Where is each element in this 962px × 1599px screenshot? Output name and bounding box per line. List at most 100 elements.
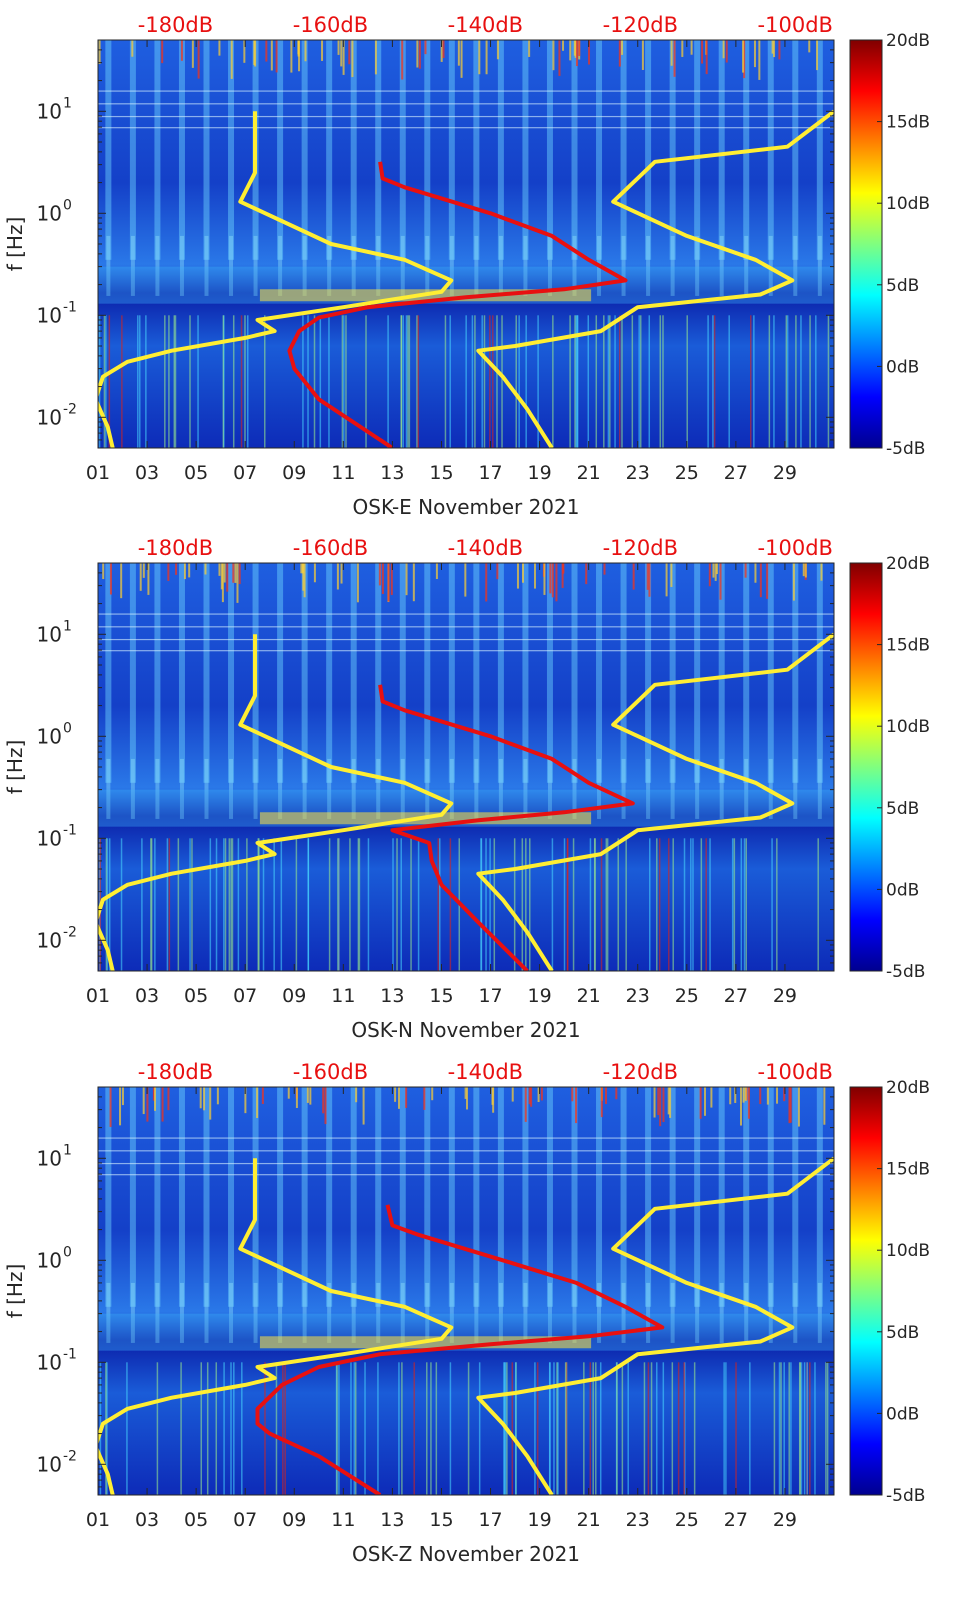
high-freq-speckle (254, 40, 257, 67)
x-tick-label: 27 (724, 985, 748, 1007)
noise-column (786, 315, 789, 448)
high-freq-speckle (555, 563, 558, 602)
noise-column (345, 315, 347, 448)
high-freq-speckle (540, 1087, 543, 1101)
high-freq-speckle (378, 563, 381, 586)
daily-streak-low (621, 1282, 626, 1343)
x-tick-label: 03 (135, 462, 159, 484)
daily-streak-low (474, 1282, 479, 1343)
daily-streak (448, 1087, 455, 1307)
daily-streak (399, 563, 406, 783)
noise-column (467, 1362, 470, 1495)
high-freq-speckle (699, 1087, 702, 1119)
daily-streak-low (130, 758, 135, 819)
noise-column (809, 315, 811, 448)
noise-column (743, 838, 746, 971)
daily-streak-low (768, 235, 773, 296)
noise-column (264, 315, 266, 448)
noise-column (650, 1362, 653, 1495)
x-tick-label: 23 (626, 985, 650, 1007)
daily-streak-low (155, 758, 160, 819)
noise-column (108, 315, 111, 448)
high-freq-speckle (739, 1087, 742, 1126)
high-freq-speckle (585, 563, 588, 585)
noise-column (800, 1362, 803, 1495)
top-axis-db-label: -100dB (758, 13, 833, 37)
noise-column (548, 1362, 551, 1495)
noise-column (753, 315, 755, 448)
noise-column (667, 838, 670, 971)
noise-column (177, 838, 180, 971)
y-tick-label-exponent: -1 (63, 822, 77, 838)
high-freq-speckle (423, 1087, 426, 1110)
noise-column (725, 1362, 727, 1495)
noise-column (780, 1362, 782, 1495)
noise-column (631, 315, 634, 448)
noise-column (493, 838, 496, 971)
noise-column (489, 838, 491, 971)
noise-column (605, 838, 608, 971)
high-freq-speckle (119, 1087, 122, 1126)
daily-streak-low (768, 758, 773, 819)
daily-streak (841, 563, 847, 783)
noise-column (396, 838, 398, 971)
high-freq-speckle (390, 563, 393, 595)
spectral-line (98, 127, 834, 129)
x-tick-label: 13 (380, 462, 404, 484)
noise-column (492, 315, 494, 448)
high-freq-speckle (161, 40, 164, 64)
noise-column (569, 315, 571, 448)
daily-streak-low (278, 235, 283, 296)
daily-streak (228, 40, 235, 260)
spectral-line (98, 1150, 834, 1152)
high-freq-speckle (405, 563, 408, 596)
series-line-1 (98, 634, 454, 971)
high-freq-speckle (670, 563, 673, 587)
high-freq-speckle (496, 563, 499, 580)
daily-streak-low (597, 1282, 602, 1343)
high-freq-speckle (653, 1087, 656, 1118)
high-freq-speckle (578, 40, 581, 56)
daily-streak (571, 40, 578, 260)
daily-streak-low (155, 1282, 160, 1343)
daily-streak-low (547, 235, 552, 296)
daily-streak-low (646, 758, 651, 819)
high-freq-speckle (516, 563, 519, 589)
daily-streak (350, 563, 357, 783)
noise-column (439, 838, 441, 971)
high-freq-speckle (161, 1087, 164, 1122)
noise-column (191, 838, 193, 971)
daily-streak-low (719, 235, 724, 296)
high-freq-speckle (394, 1087, 397, 1102)
high-freq-speckle (121, 1087, 124, 1106)
x-tick-label: 11 (331, 462, 355, 484)
noise-column (511, 1362, 514, 1495)
high-freq-speckle (714, 563, 717, 581)
daily-streak (448, 40, 455, 260)
x-tick-label: 09 (282, 462, 306, 484)
high-freq-speckle (401, 40, 404, 80)
noise-column (164, 315, 166, 448)
y-tick-label-exponent: -2 (63, 924, 77, 940)
x-tick-label: 19 (528, 985, 552, 1007)
x-tick-label: 01 (86, 985, 110, 1007)
noise-column (785, 315, 788, 448)
daily-streak (277, 563, 284, 783)
noise-column (273, 838, 275, 971)
x-tick-label: 07 (233, 985, 257, 1007)
high-freq-speckle (575, 40, 578, 67)
high-freq-speckle (337, 40, 340, 55)
x-tick-label: 25 (675, 985, 699, 1007)
noise-column (575, 315, 577, 448)
high-freq-speckle (431, 1087, 434, 1101)
high-freq-speckle (220, 563, 223, 590)
daily-streak (718, 1087, 725, 1307)
high-freq-speckle (562, 40, 565, 51)
noise-column (647, 1362, 650, 1495)
noise-column (223, 1362, 225, 1495)
x-tick-label: 07 (233, 462, 257, 484)
noise-column (485, 838, 487, 971)
daily-streak (424, 563, 431, 783)
spectral-line (98, 650, 834, 652)
